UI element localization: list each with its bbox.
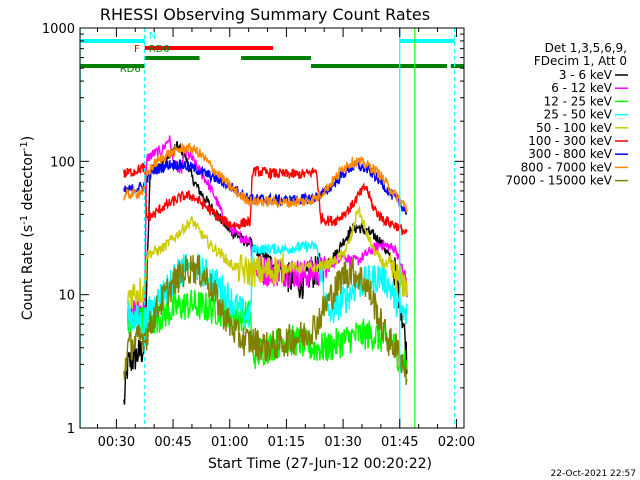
y-label-sup: -1 xyxy=(19,215,30,225)
legend: Det 1,3,5,6,9, FDecim 1, Att 0 3 - 6 keV… xyxy=(505,41,628,188)
y-label-part: detector xyxy=(20,151,36,215)
state-bar-label: N xyxy=(149,31,156,42)
legend-label: 100 - 300 keV xyxy=(528,134,612,148)
series-layer xyxy=(123,135,408,405)
series-line xyxy=(123,162,408,236)
legend-label: 6 - 12 keV xyxy=(551,81,613,95)
state-bar-label: F xyxy=(134,44,140,55)
axes-layer: 1 10 100 1000 00:30 00:45 01:00 01:15 01:30 01:45… xyxy=(42,22,475,450)
state-bar-label: RD0 xyxy=(149,44,170,55)
plot-frame xyxy=(79,27,465,429)
state-bars-layer: NF RD0 RD6 xyxy=(80,31,464,75)
legend-title-1: Det 1,3,5,6,9, xyxy=(545,41,627,55)
series-line xyxy=(123,142,408,213)
x-tick-label: 00:30 xyxy=(98,435,135,450)
legend-label: 7000 - 15000 keV xyxy=(505,174,612,188)
y-tick-label: 10 xyxy=(58,289,75,304)
x-tick-label: 01:15 xyxy=(268,435,305,450)
x-tick-label: 01:30 xyxy=(324,435,361,450)
y-axis-label: Count Rate (s-1 detector-1) xyxy=(19,136,36,320)
y-tick-label: 1000 xyxy=(42,22,75,37)
x-axis-label: Start Time (27-Jun-12 00:20:22) xyxy=(208,456,432,472)
x-tick-label: 01:45 xyxy=(381,435,418,450)
timestamp: 22-Oct-2021 22:57 xyxy=(551,469,636,479)
chart-title: RHESSI Observing Summary Count Rates xyxy=(100,5,430,24)
y-label-part: ) xyxy=(20,136,36,141)
legend-title-2: FDecim 1, Att 0 xyxy=(534,54,627,68)
legend-label: 3 - 6 keV xyxy=(559,68,613,82)
legend-label: 800 - 7000 keV xyxy=(521,160,613,174)
y-tick-label: 100 xyxy=(50,155,75,170)
series-line xyxy=(127,289,408,374)
legend-label: 25 - 50 keV xyxy=(544,108,613,122)
legend-label: 300 - 800 keV xyxy=(528,147,612,161)
legend-label: 50 - 100 keV xyxy=(536,121,613,135)
state-bar-label: RD6 xyxy=(120,64,141,75)
y-label-sup: -1 xyxy=(19,141,30,151)
series-line xyxy=(127,206,408,309)
x-tick-label: 02:00 xyxy=(438,435,475,450)
y-tick-label: 1 xyxy=(67,422,75,437)
legend-label: 12 - 25 keV xyxy=(544,94,613,108)
x-tick-label: 01:00 xyxy=(211,435,248,450)
x-tick-label: 00:45 xyxy=(154,435,191,450)
series-line xyxy=(123,255,408,385)
y-label-part: Count Rate (s xyxy=(20,225,36,320)
